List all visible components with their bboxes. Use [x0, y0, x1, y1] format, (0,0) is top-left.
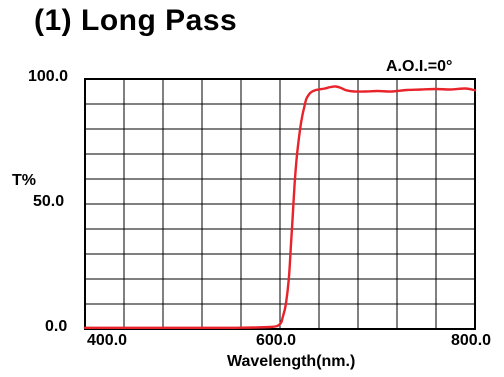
y-tick-label-0: 0.0: [45, 318, 68, 335]
x-axis-label: Wavelength(nm.): [227, 353, 356, 370]
aoi-annotation: A.O.I.=0°: [386, 58, 453, 75]
y-tick-label-100: 100.0: [28, 68, 69, 85]
plot-frame: [84, 78, 476, 330]
chart-title: (1) Long Pass: [34, 4, 238, 37]
x-tick-label-800: 800.0: [451, 332, 492, 349]
x-tick-label-600: 600.0: [256, 332, 297, 349]
y-axis-label: T%: [12, 172, 36, 189]
series-line: [83, 85, 477, 330]
grid: [85, 79, 475, 329]
y-tick-label-50: 50.0: [33, 193, 65, 210]
x-tick-label-400: 400.0: [87, 332, 128, 349]
